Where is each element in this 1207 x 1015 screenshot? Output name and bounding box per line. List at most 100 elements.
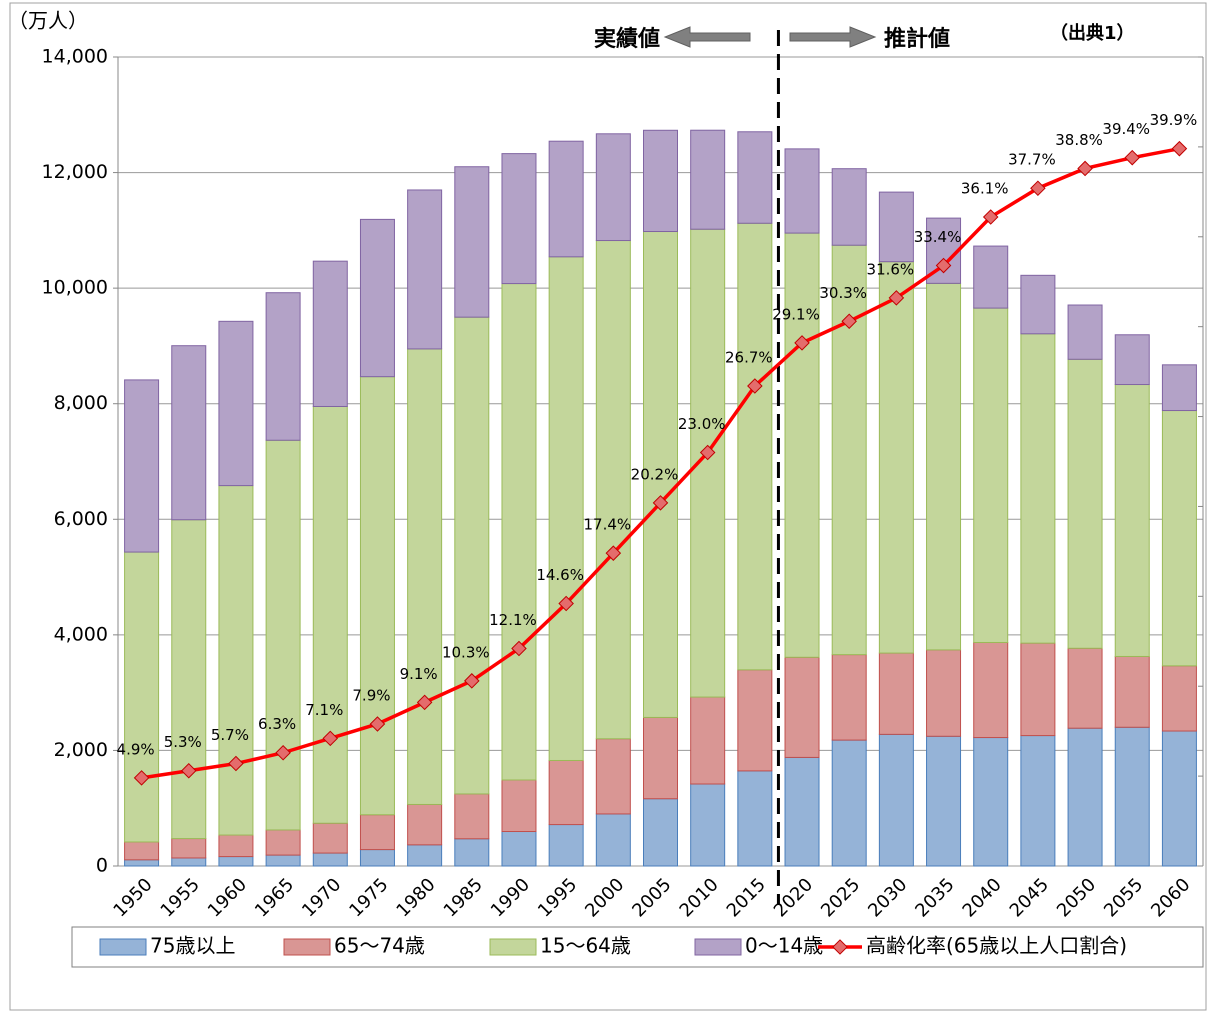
data-label: 23.0% xyxy=(678,415,726,433)
chart-frame xyxy=(9,2,1207,1011)
bar-segment xyxy=(265,292,301,441)
line-marker xyxy=(699,444,716,461)
bar-segment xyxy=(831,244,867,656)
bar-segment xyxy=(265,439,301,831)
line-marker xyxy=(982,209,999,225)
x-tick-label: 1995 xyxy=(534,874,581,921)
data-label: 39.4% xyxy=(1102,120,1150,138)
data-label: 5.3% xyxy=(164,733,202,751)
line-marker xyxy=(1124,149,1141,166)
line-marker xyxy=(888,290,905,306)
data-label: 20.2% xyxy=(631,465,679,483)
bar-segment xyxy=(501,779,537,833)
bar-segment xyxy=(643,129,678,233)
x-tick-label: 1950 xyxy=(109,874,156,921)
bar-segment xyxy=(1114,655,1150,728)
left-arrow xyxy=(663,26,751,48)
x-tick-label: 2025 xyxy=(817,874,864,921)
data-label: 12.1% xyxy=(489,611,537,629)
line-marker xyxy=(935,257,952,274)
bar-segment xyxy=(218,485,254,836)
x-tick-label: 2005 xyxy=(628,874,675,921)
x-tick-label: 2000 xyxy=(581,874,628,921)
bar-segment xyxy=(501,831,537,867)
line-marker xyxy=(747,378,763,394)
bar-segment xyxy=(1067,304,1103,360)
line-marker xyxy=(1171,140,1188,157)
x-tick-label: 2035 xyxy=(911,874,958,921)
bar-segment xyxy=(973,245,1009,309)
bar-segment xyxy=(124,551,160,843)
bar-segment xyxy=(407,844,443,867)
right-arrow xyxy=(789,26,877,48)
line-marker xyxy=(322,730,339,747)
bar-segment xyxy=(359,814,395,851)
bar-segment xyxy=(312,405,348,824)
bar-segment xyxy=(218,320,254,487)
x-tick-label: 2010 xyxy=(676,874,723,921)
bar-segment xyxy=(407,189,443,350)
data-label: 29.1% xyxy=(772,305,820,323)
bar-segment xyxy=(1114,384,1150,657)
y-tick-label: 2,000 xyxy=(54,739,108,761)
bar-segment xyxy=(926,282,962,651)
bar-segment xyxy=(1067,647,1103,729)
bar-segment xyxy=(171,519,207,840)
line-marker xyxy=(605,545,622,561)
y-tick-label: 10,000 xyxy=(42,277,108,299)
actual-label: 実績値 xyxy=(594,26,660,52)
bar-segment xyxy=(1161,665,1197,732)
bar-segment xyxy=(548,256,584,761)
line-marker xyxy=(369,716,386,732)
bar-segment xyxy=(643,716,678,800)
bar-segment xyxy=(690,696,726,785)
bar-segment xyxy=(312,822,348,854)
y-unit-label: （万人） xyxy=(8,9,88,33)
bar-segment xyxy=(784,148,820,234)
line-marker xyxy=(841,313,857,330)
x-tick-label: 1975 xyxy=(345,874,392,921)
line-marker xyxy=(275,744,291,761)
legend-swatch xyxy=(489,938,537,956)
data-label: 4.9% xyxy=(117,740,155,758)
y-tick-label: 4,000 xyxy=(54,623,108,645)
bar-segment xyxy=(1020,642,1056,737)
data-label: 9.1% xyxy=(400,665,438,683)
x-tick-label: 2060 xyxy=(1147,874,1194,921)
data-label: 10.3% xyxy=(442,643,490,661)
line-marker xyxy=(133,770,150,786)
bar-segment xyxy=(784,756,820,867)
x-tick-label: 1965 xyxy=(251,874,298,921)
line-marker xyxy=(1030,180,1046,197)
bar-segment xyxy=(359,218,395,378)
bar-segment xyxy=(973,641,1009,739)
bar-segment xyxy=(737,131,773,224)
x-tick-label: 1985 xyxy=(440,874,487,921)
bar-segment xyxy=(1161,364,1197,412)
data-label: 17.4% xyxy=(583,516,631,534)
x-tick-label: 1955 xyxy=(157,874,204,921)
line-marker xyxy=(228,755,244,772)
legend-swatch xyxy=(694,938,742,956)
x-tick-label: 2040 xyxy=(959,874,1006,921)
bar-segment xyxy=(124,379,160,553)
line-marker xyxy=(558,595,574,612)
bar-segment xyxy=(171,345,207,521)
bar-segment xyxy=(454,793,490,840)
legend-label: 高齢化率(65歳以上人口割合) xyxy=(866,934,1127,958)
line-marker xyxy=(794,335,810,351)
x-tick-label: 1960 xyxy=(204,874,251,921)
bar-segment xyxy=(973,737,1009,867)
bar-segment xyxy=(926,735,962,867)
bar-segment xyxy=(548,759,584,826)
line-marker xyxy=(416,694,433,711)
bar-segment xyxy=(643,798,678,867)
bar-segment xyxy=(454,166,490,318)
bar-segment xyxy=(926,649,962,737)
bar-segment xyxy=(831,739,867,867)
source-label: （出典1） xyxy=(1050,22,1135,44)
data-label: 37.7% xyxy=(1008,151,1056,169)
bar-segment xyxy=(737,770,773,867)
bar-segment xyxy=(548,140,584,258)
line-marker xyxy=(464,673,480,689)
